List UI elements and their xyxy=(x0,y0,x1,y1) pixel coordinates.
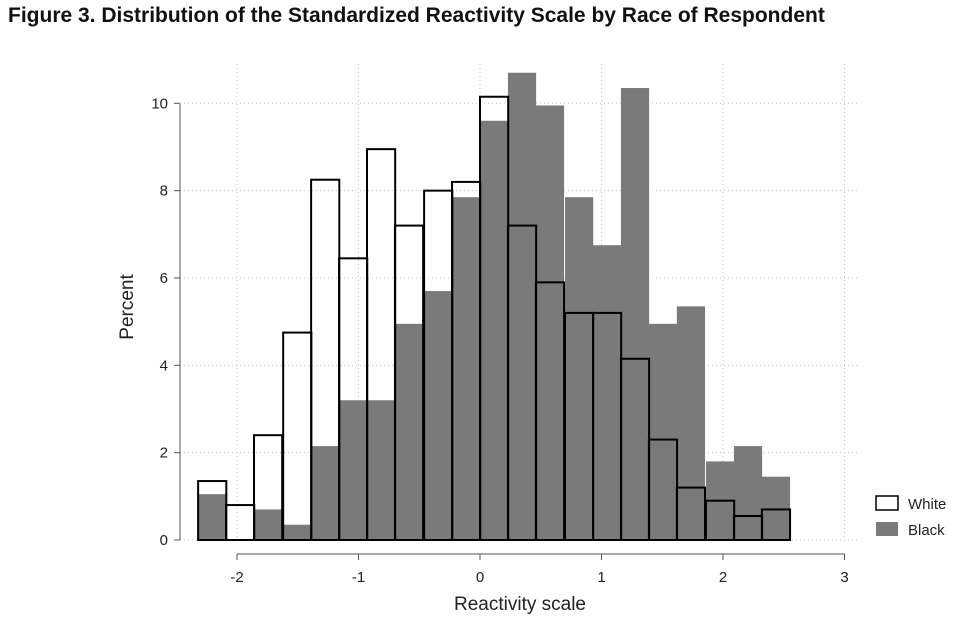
x-tick-label: 3 xyxy=(840,569,848,586)
y-tick-label: 4 xyxy=(160,357,168,374)
black-bar xyxy=(198,494,227,540)
black-bar xyxy=(367,400,396,540)
axes: 0 2 4 6 8 10 -2 -1 0 1 2 3 xyxy=(151,95,848,586)
black-bar xyxy=(733,446,763,540)
x-axis-title: Reactivity scale xyxy=(454,594,586,615)
black-bar xyxy=(339,400,368,540)
black-bar xyxy=(283,524,312,540)
white-bar xyxy=(760,508,792,541)
black-bar xyxy=(311,446,340,540)
white-series-bars xyxy=(197,95,792,542)
y-tick-label: 6 xyxy=(160,270,168,287)
figure-title: Figure 3. Distribution of the Standardiz… xyxy=(8,4,825,27)
legend-black-swatch xyxy=(876,522,898,536)
black-bar xyxy=(648,323,678,540)
black-bar xyxy=(565,197,594,540)
black-bar xyxy=(676,306,706,540)
legend-white-swatch xyxy=(875,495,899,511)
black-bar xyxy=(535,105,565,540)
black-series-bars xyxy=(198,72,791,541)
x-tick-label: 0 xyxy=(476,569,484,586)
black-bar xyxy=(761,476,791,540)
black-bar xyxy=(254,509,283,540)
x-tick-label: -1 xyxy=(352,569,365,586)
y-axis-title: Percent xyxy=(117,274,138,340)
y-tick-label: 10 xyxy=(151,95,168,112)
black-bar xyxy=(507,72,537,540)
black-bar xyxy=(424,291,453,540)
white-bar xyxy=(282,331,313,542)
black-bar xyxy=(452,197,481,540)
x-tick-label: 1 xyxy=(597,569,605,586)
y-tick-label: 8 xyxy=(160,183,168,200)
x-tick-label: 2 xyxy=(719,569,727,586)
x-tick-label: -2 xyxy=(230,569,243,586)
legend: White Black xyxy=(875,495,946,539)
black-bar xyxy=(620,88,650,541)
white-bar xyxy=(225,504,256,541)
y-tick-label: 0 xyxy=(160,532,168,549)
black-bar xyxy=(394,323,424,540)
black-bar xyxy=(480,120,509,541)
legend-white-label: White xyxy=(908,496,946,513)
legend-black-label: Black xyxy=(908,522,945,539)
y-tick-label: 2 xyxy=(160,445,168,462)
black-bar xyxy=(592,245,622,540)
